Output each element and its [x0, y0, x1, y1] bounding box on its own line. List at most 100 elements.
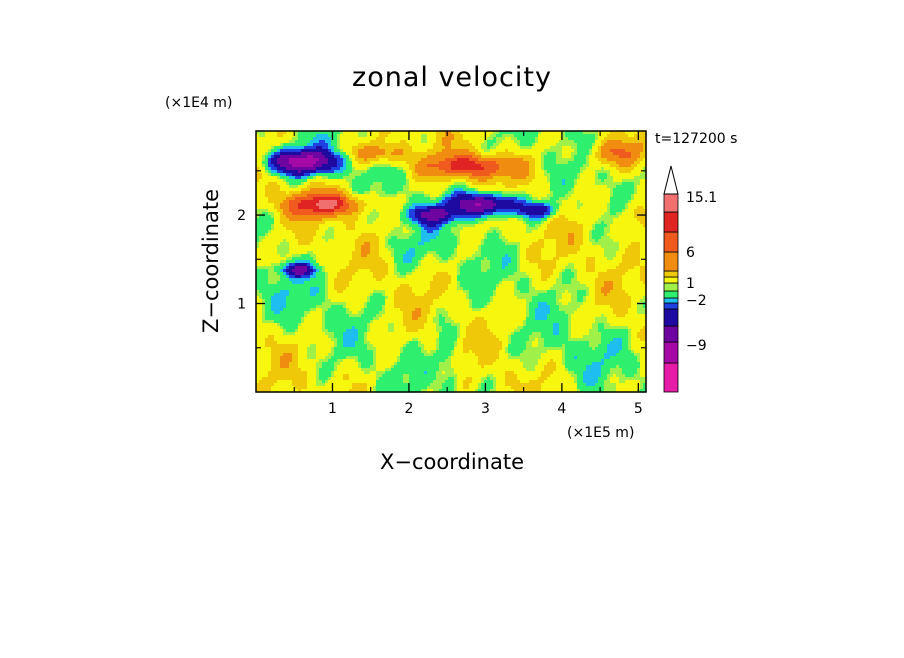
field-cell: [595, 176, 599, 180]
field-cell: [541, 167, 545, 171]
field-cell: [367, 143, 371, 147]
field-cell: [379, 161, 383, 165]
field-cell: [532, 197, 536, 201]
field-cell: [355, 200, 359, 204]
field-cell: [460, 191, 464, 195]
field-cell: [397, 167, 401, 171]
field-cell: [466, 212, 470, 216]
field-cell: [511, 212, 515, 216]
field-cell: [547, 176, 551, 180]
field-cell: [541, 209, 545, 213]
field-cell: [271, 206, 275, 210]
field-cell: [289, 218, 293, 222]
field-cell: [637, 209, 641, 213]
field-cell: [565, 167, 569, 171]
field-cell: [346, 149, 350, 153]
field-cell: [520, 218, 524, 222]
field-cell: [316, 227, 320, 231]
field-cell: [559, 131, 563, 135]
field-cell: [619, 158, 623, 162]
field-cell: [367, 227, 371, 231]
field-cell: [439, 221, 443, 225]
field-cell: [514, 146, 518, 150]
field-cell: [463, 227, 467, 231]
field-cell: [625, 179, 629, 183]
field-cell: [535, 137, 539, 141]
field-cell: [358, 227, 362, 231]
field-cell: [280, 143, 284, 147]
field-cell: [574, 155, 578, 159]
field-cell: [349, 149, 353, 153]
field-cell: [613, 152, 617, 156]
field-cell: [337, 221, 341, 225]
field-cell: [622, 215, 626, 219]
field-cell: [526, 212, 530, 216]
field-cell: [595, 140, 599, 144]
field-cell: [592, 137, 596, 141]
field-cell: [415, 161, 419, 165]
field-cell: [322, 149, 326, 153]
field-cell: [412, 173, 416, 177]
field-cell: [538, 212, 542, 216]
field-cell: [376, 146, 380, 150]
field-cell: [562, 215, 566, 219]
field-cell: [547, 203, 551, 207]
field-cell: [298, 221, 302, 225]
field-cell: [385, 212, 389, 216]
field-cell: [481, 170, 485, 174]
field-cell: [499, 224, 503, 228]
field-cell: [325, 206, 329, 210]
field-cell: [355, 188, 359, 192]
field-cell: [457, 161, 461, 165]
field-cell: [565, 185, 569, 189]
field-cell: [445, 218, 449, 222]
field-cell: [349, 167, 353, 171]
field-cell: [583, 149, 587, 153]
field-cell: [517, 191, 521, 195]
field-cell: [478, 176, 482, 180]
field-cell: [616, 146, 620, 150]
field-cell: [301, 155, 305, 159]
field-cell: [319, 197, 323, 201]
field-cell: [643, 176, 647, 180]
field-cell: [271, 212, 275, 216]
field-cell: [277, 188, 281, 192]
field-cell: [397, 215, 401, 219]
field-cell: [469, 176, 473, 180]
field-cell: [376, 170, 380, 174]
field-cell: [295, 188, 299, 192]
field-cell: [469, 131, 473, 135]
field-cell: [556, 161, 560, 165]
field-cell: [433, 173, 437, 177]
field-cell: [445, 179, 449, 183]
field-cell: [439, 143, 443, 147]
field-cell: [493, 227, 497, 231]
field-cell: [265, 161, 269, 165]
field-cell: [361, 140, 365, 144]
field-cell: [340, 179, 344, 183]
field-cell: [301, 161, 305, 165]
field-cell: [595, 203, 599, 207]
field-cell: [544, 137, 548, 141]
field-cell: [409, 176, 413, 180]
field-cell: [532, 158, 536, 162]
field-cell: [382, 203, 386, 207]
field-cell: [625, 161, 629, 165]
field-cell: [640, 146, 644, 150]
field-cell: [541, 206, 545, 210]
field-cell: [568, 158, 572, 162]
field-cell: [313, 179, 317, 183]
field-cell: [460, 167, 464, 171]
field-cell: [583, 146, 587, 150]
field-cell: [391, 155, 395, 159]
field-cell: [448, 134, 452, 138]
field-cell: [367, 158, 371, 162]
field-cell: [373, 197, 377, 201]
field-cell: [493, 170, 497, 174]
field-cell: [295, 173, 299, 177]
field-cell: [379, 167, 383, 171]
field-cell: [346, 206, 350, 210]
field-cell: [538, 221, 542, 225]
field-cell: [286, 218, 290, 222]
field-cell: [439, 149, 443, 153]
